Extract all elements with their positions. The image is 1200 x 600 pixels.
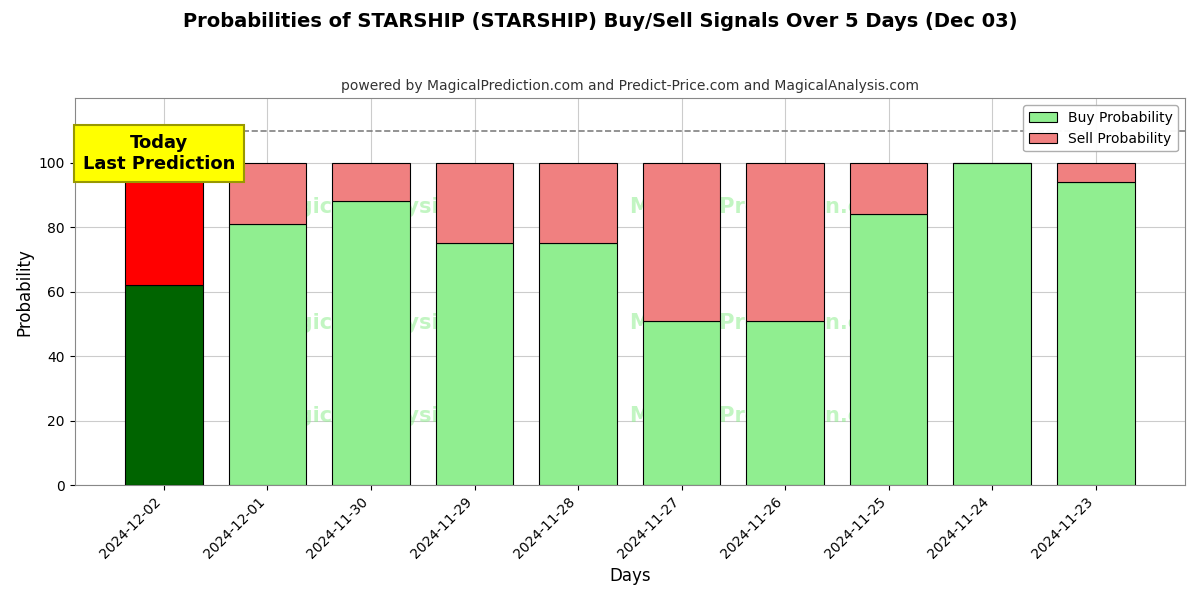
Bar (229, 163, 306, 224)
Bar (229, 224, 306, 485)
Text: MagicalPrediction.com: MagicalPrediction.com (630, 313, 896, 332)
Y-axis label: Probability: Probability (16, 248, 34, 335)
Bar (332, 202, 410, 485)
Title: powered by MagicalPrediction.com and Predict-Price.com and MagicalAnalysis.com: powered by MagicalPrediction.com and Pre… (341, 79, 919, 93)
Text: MagicalAnalysis.com: MagicalAnalysis.com (263, 406, 508, 425)
Bar (643, 321, 720, 485)
Bar (436, 244, 514, 485)
X-axis label: Days: Days (610, 567, 650, 585)
Bar (125, 163, 203, 286)
Text: MagicalAnalysis.com: MagicalAnalysis.com (263, 197, 508, 217)
Bar (850, 214, 928, 485)
Text: Probabilities of STARSHIP (STARSHIP) Buy/Sell Signals Over 5 Days (Dec 03): Probabilities of STARSHIP (STARSHIP) Buy… (182, 12, 1018, 31)
Bar (746, 321, 824, 485)
Text: MagicalPrediction.com: MagicalPrediction.com (630, 197, 896, 217)
Text: MagicalAnalysis.com: MagicalAnalysis.com (263, 313, 508, 332)
Bar (436, 163, 514, 244)
Bar (539, 163, 617, 244)
Bar (1057, 182, 1134, 485)
Bar (332, 163, 410, 202)
Bar (125, 286, 203, 485)
Legend: Buy Probability, Sell Probability: Buy Probability, Sell Probability (1024, 105, 1178, 151)
Text: MagicalPrediction.com: MagicalPrediction.com (630, 406, 896, 425)
Bar (1057, 163, 1134, 182)
Text: Today
Last Prediction: Today Last Prediction (83, 134, 235, 173)
Bar (850, 163, 928, 214)
Bar (746, 163, 824, 321)
Bar (643, 163, 720, 321)
Bar (539, 244, 617, 485)
Bar (953, 163, 1031, 485)
